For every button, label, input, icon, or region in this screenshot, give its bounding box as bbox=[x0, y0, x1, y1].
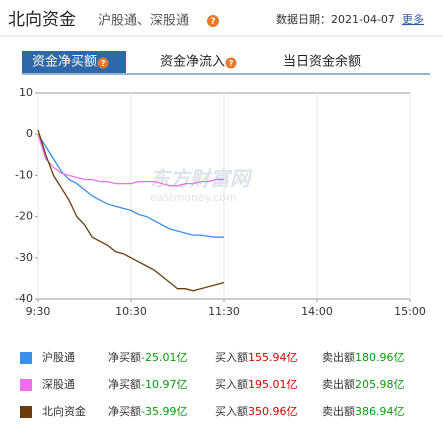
summary-item: 净买额-35.99亿 bbox=[108, 404, 187, 418]
help-icon[interactable] bbox=[225, 57, 237, 69]
x-tick-label: 15:00 bbox=[394, 305, 426, 318]
help-icon-text[interactable]: ? bbox=[101, 59, 106, 68]
summary-item: 卖出额180.96亿 bbox=[322, 350, 405, 364]
summary-label: 卖出额 bbox=[322, 350, 355, 364]
summary-value: 350.96亿 bbox=[248, 405, 298, 418]
y-tick-label: -40 bbox=[15, 292, 33, 305]
subtitle: 沪股通、深股通 bbox=[98, 13, 189, 29]
summary-value: 155.94亿 bbox=[248, 351, 298, 364]
help-icon-text[interactable]: ? bbox=[210, 17, 215, 27]
summary-label: 净买额 bbox=[108, 404, 141, 418]
summary-value: 195.01亿 bbox=[248, 378, 298, 391]
date-label: 数据日期：2021-04-07 bbox=[276, 12, 395, 26]
summary-label: 买入额 bbox=[215, 405, 248, 418]
summary-label: 买入额 bbox=[215, 378, 248, 391]
summary-value: 205.98亿 bbox=[355, 378, 405, 391]
tab-label[interactable]: 当日资金余额 bbox=[283, 54, 361, 70]
help-icon[interactable] bbox=[97, 57, 109, 69]
summary-value: 180.96亿 bbox=[355, 351, 405, 364]
y-tick-label: 0 bbox=[26, 127, 33, 140]
summary-label: 买入额 bbox=[215, 351, 248, 364]
summary-item: 卖出额386.94亿 bbox=[322, 404, 405, 418]
summary-label: 净买额 bbox=[108, 350, 141, 364]
legend-name: 深股通 bbox=[42, 378, 75, 391]
summary-value: -10.97亿 bbox=[141, 378, 187, 391]
summary-value: 386.94亿 bbox=[355, 405, 405, 418]
summary-item: 净买额-25.01亿 bbox=[108, 350, 187, 364]
legend-name: 沪股通 bbox=[42, 350, 75, 364]
series-line bbox=[37, 133, 224, 238]
y-tick-label: -30 bbox=[15, 251, 33, 264]
summary-item: 净买额-10.97亿 bbox=[108, 377, 187, 391]
summary-value: -35.99亿 bbox=[141, 405, 187, 418]
legend-swatch bbox=[20, 352, 32, 364]
page-title: 北向资金 bbox=[8, 10, 76, 30]
summary-item: 卖出额205.98亿 bbox=[322, 377, 405, 391]
series-line bbox=[37, 134, 224, 187]
summary-label: 净买额 bbox=[108, 377, 141, 391]
tab-label[interactable]: 资金净买额 bbox=[32, 54, 97, 70]
summary-item: 买入额350.96亿 bbox=[215, 405, 298, 418]
legend-name: 北向资金 bbox=[42, 404, 86, 418]
x-tick-label: 11:30 bbox=[208, 305, 240, 318]
summary-label: 卖出额 bbox=[322, 404, 355, 418]
y-tick-label: -10 bbox=[15, 168, 33, 181]
x-tick-label: 10:30 bbox=[115, 305, 147, 318]
summary-item: 买入额195.01亿 bbox=[215, 378, 298, 391]
legend-swatch bbox=[20, 406, 32, 418]
watermark-name: 东方财富网 bbox=[150, 167, 253, 191]
help-icon-text[interactable]: ? bbox=[229, 59, 234, 68]
x-tick-label: 9:30 bbox=[26, 305, 51, 318]
y-tick-label: -20 bbox=[15, 210, 33, 223]
x-tick-label: 14:00 bbox=[301, 305, 333, 318]
tab-label[interactable]: 资金净流入 bbox=[160, 54, 225, 70]
summary-label: 卖出额 bbox=[322, 377, 355, 391]
summary-value: -25.01亿 bbox=[141, 351, 187, 364]
more-link[interactable]: 更多 bbox=[402, 12, 424, 26]
summary-item: 买入额155.94亿 bbox=[215, 351, 298, 364]
legend-swatch bbox=[20, 379, 32, 391]
watermark-url: eastmoney.com bbox=[150, 191, 237, 204]
help-icon[interactable] bbox=[207, 15, 219, 27]
y-tick-label: 10 bbox=[19, 86, 33, 99]
series-line bbox=[37, 129, 225, 292]
